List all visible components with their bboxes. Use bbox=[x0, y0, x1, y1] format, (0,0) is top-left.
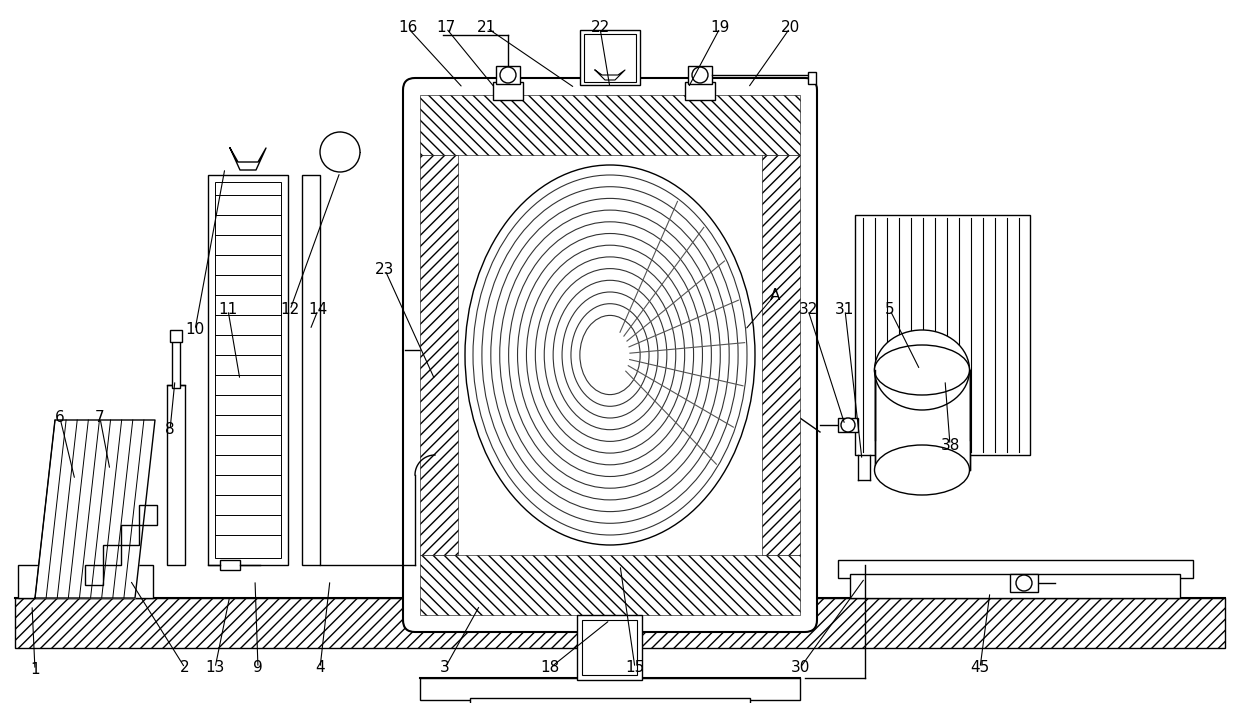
Text: 14: 14 bbox=[309, 302, 327, 318]
Bar bbox=[15, 598, 1225, 648]
Text: 18: 18 bbox=[541, 661, 559, 676]
Bar bbox=[494, 82, 523, 100]
Bar bbox=[420, 555, 800, 615]
Polygon shape bbox=[35, 420, 155, 598]
Circle shape bbox=[500, 67, 516, 83]
Text: 6: 6 bbox=[55, 411, 64, 425]
Text: 32: 32 bbox=[799, 302, 817, 318]
Bar bbox=[688, 66, 712, 84]
Text: A: A bbox=[770, 288, 780, 302]
Bar bbox=[580, 30, 640, 85]
Bar bbox=[577, 615, 642, 680]
Text: 30: 30 bbox=[790, 661, 810, 676]
Text: 45: 45 bbox=[971, 661, 990, 676]
Bar bbox=[584, 34, 636, 82]
Circle shape bbox=[841, 418, 856, 432]
Bar bbox=[763, 155, 800, 555]
Text: 22: 22 bbox=[590, 20, 610, 35]
Bar bbox=[838, 418, 858, 432]
Text: 12: 12 bbox=[280, 302, 300, 318]
Text: 2: 2 bbox=[180, 661, 190, 676]
Polygon shape bbox=[595, 70, 625, 80]
Text: 4: 4 bbox=[315, 661, 325, 676]
Text: 11: 11 bbox=[218, 302, 238, 318]
Text: 3: 3 bbox=[440, 661, 450, 676]
Text: 9: 9 bbox=[253, 661, 263, 676]
Text: 1: 1 bbox=[30, 662, 40, 678]
Circle shape bbox=[692, 67, 708, 83]
Bar bbox=[496, 66, 520, 84]
Circle shape bbox=[1016, 575, 1032, 591]
FancyBboxPatch shape bbox=[403, 78, 817, 632]
Bar bbox=[170, 330, 182, 342]
Bar bbox=[808, 72, 816, 84]
Ellipse shape bbox=[874, 445, 970, 495]
Bar bbox=[103, 545, 122, 565]
Bar bbox=[875, 370, 970, 470]
Ellipse shape bbox=[874, 345, 970, 395]
Bar bbox=[838, 560, 1193, 578]
Text: 31: 31 bbox=[836, 302, 854, 318]
Bar bbox=[208, 175, 288, 565]
Bar bbox=[172, 340, 180, 388]
Bar bbox=[139, 505, 157, 525]
Bar bbox=[1011, 574, 1038, 592]
Bar bbox=[215, 182, 281, 558]
Bar bbox=[582, 620, 637, 675]
Text: 16: 16 bbox=[398, 20, 418, 35]
Text: 17: 17 bbox=[436, 20, 455, 35]
Bar bbox=[420, 155, 458, 555]
Bar bbox=[470, 698, 750, 703]
Bar bbox=[856, 215, 1030, 455]
Bar bbox=[420, 95, 800, 155]
Text: 7: 7 bbox=[95, 411, 105, 425]
Bar bbox=[167, 385, 185, 565]
Text: 21: 21 bbox=[477, 20, 497, 35]
Text: 10: 10 bbox=[185, 323, 205, 337]
Text: 5: 5 bbox=[885, 302, 895, 318]
Polygon shape bbox=[229, 148, 267, 170]
Bar bbox=[684, 82, 715, 100]
Text: 23: 23 bbox=[376, 262, 394, 278]
Text: 15: 15 bbox=[625, 661, 645, 676]
Text: 38: 38 bbox=[940, 437, 960, 453]
Ellipse shape bbox=[465, 165, 755, 545]
Text: 8: 8 bbox=[165, 423, 175, 437]
Bar bbox=[86, 565, 103, 585]
Bar bbox=[849, 574, 1180, 598]
Bar bbox=[19, 565, 153, 598]
Ellipse shape bbox=[874, 330, 970, 410]
Bar bbox=[420, 678, 800, 700]
Circle shape bbox=[320, 132, 360, 172]
Bar bbox=[303, 175, 320, 565]
Text: 20: 20 bbox=[780, 20, 800, 35]
Bar bbox=[122, 525, 139, 545]
Text: 13: 13 bbox=[206, 661, 224, 676]
Text: 19: 19 bbox=[711, 20, 729, 35]
Bar bbox=[219, 560, 241, 570]
